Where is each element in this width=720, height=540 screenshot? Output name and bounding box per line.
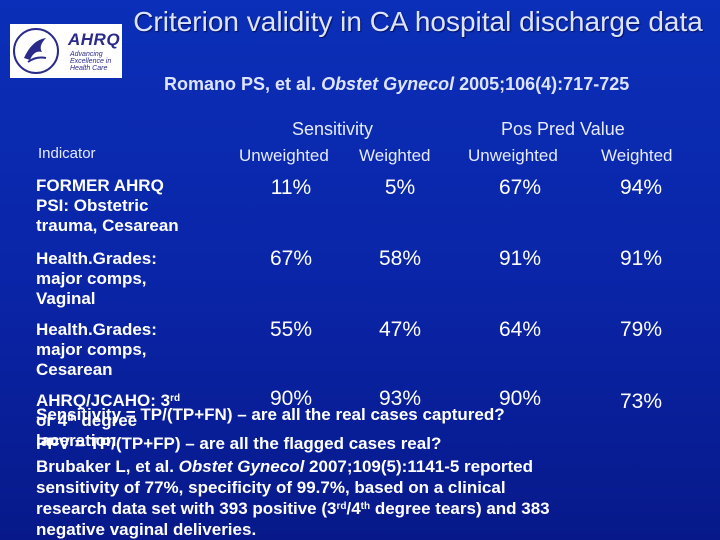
row-label-ahrq-jcaho: AHRQ/JCAHO: 3rd or 4th degree laceration: [36, 391, 181, 450]
table-cell: 91%: [619, 247, 663, 270]
col-header-ppv-unweighted: Unweighted: [468, 146, 558, 165]
table-cell: 90%: [269, 387, 313, 410]
col-header-sens-weighted: Weighted: [359, 146, 431, 165]
ahrq-tagline: Advancing Excellence in Health Care: [70, 51, 112, 72]
table-cell: 91%: [498, 247, 542, 270]
table-cell: 64%: [498, 318, 542, 341]
row-label-healthgrades-cesarean: Health.Grades: major comps, Cesarean: [36, 320, 157, 379]
table-cell: 11%: [270, 176, 312, 199]
ahrq-wordmark: AHRQ: [68, 30, 121, 49]
hhs-eagle-icon: [13, 28, 59, 74]
table-cell: 67%: [269, 247, 313, 270]
row-label-former-ahrq: FORMER AHRQ PSI: Obstetric trauma, Cesar…: [36, 176, 179, 235]
col-header-sens-unweighted: Unweighted: [239, 146, 329, 165]
brubaker-line-4: negative vaginal deliveries.: [36, 520, 257, 539]
brubaker-line-3: research data set with 393 positive (3rd…: [36, 499, 550, 518]
sensitivity-definition: Sensitivity = TP/(TP+FN) – are all the r…: [36, 405, 505, 424]
ahrq-logo: AHRQ Advancing Excellence in Health Care: [10, 24, 122, 78]
ppv-header: Pos Pred Value: [501, 119, 625, 139]
table-cell: 94%: [619, 176, 663, 199]
citation-subtitle: Romano PS, et al. Obstet Gynecol 2005;10…: [164, 74, 630, 94]
table-cell: 58%: [378, 247, 422, 270]
table-cell: 93%: [378, 387, 422, 410]
table-cell: 55%: [269, 318, 313, 341]
col-header-ppv-weighted: Weighted: [601, 146, 673, 165]
sensitivity-header: Sensitivity: [292, 119, 374, 139]
table-cell: 90%: [498, 387, 542, 410]
table-cell: 79%: [619, 318, 663, 341]
indicator-header: Indicator: [38, 145, 96, 162]
brubaker-line-1: Brubaker L, et al. Obstet Gynecol 2007;1…: [36, 457, 534, 476]
ppv-definition: PPV = TP/(TP+FP) – are all the flagged c…: [36, 434, 442, 453]
brubaker-line-2: sensitivity of 77%, specificity of 99.7%…: [36, 478, 506, 497]
row-label-healthgrades-vaginal: Health.Grades: major comps, Vaginal: [36, 249, 157, 308]
table-cell: 73%: [619, 390, 663, 413]
table-cell: 67%: [498, 176, 542, 199]
slide-title: Criterion validity in CA hospital discha…: [133, 6, 703, 37]
table-cell: 5%: [384, 176, 416, 199]
table-cell: 47%: [378, 318, 422, 341]
